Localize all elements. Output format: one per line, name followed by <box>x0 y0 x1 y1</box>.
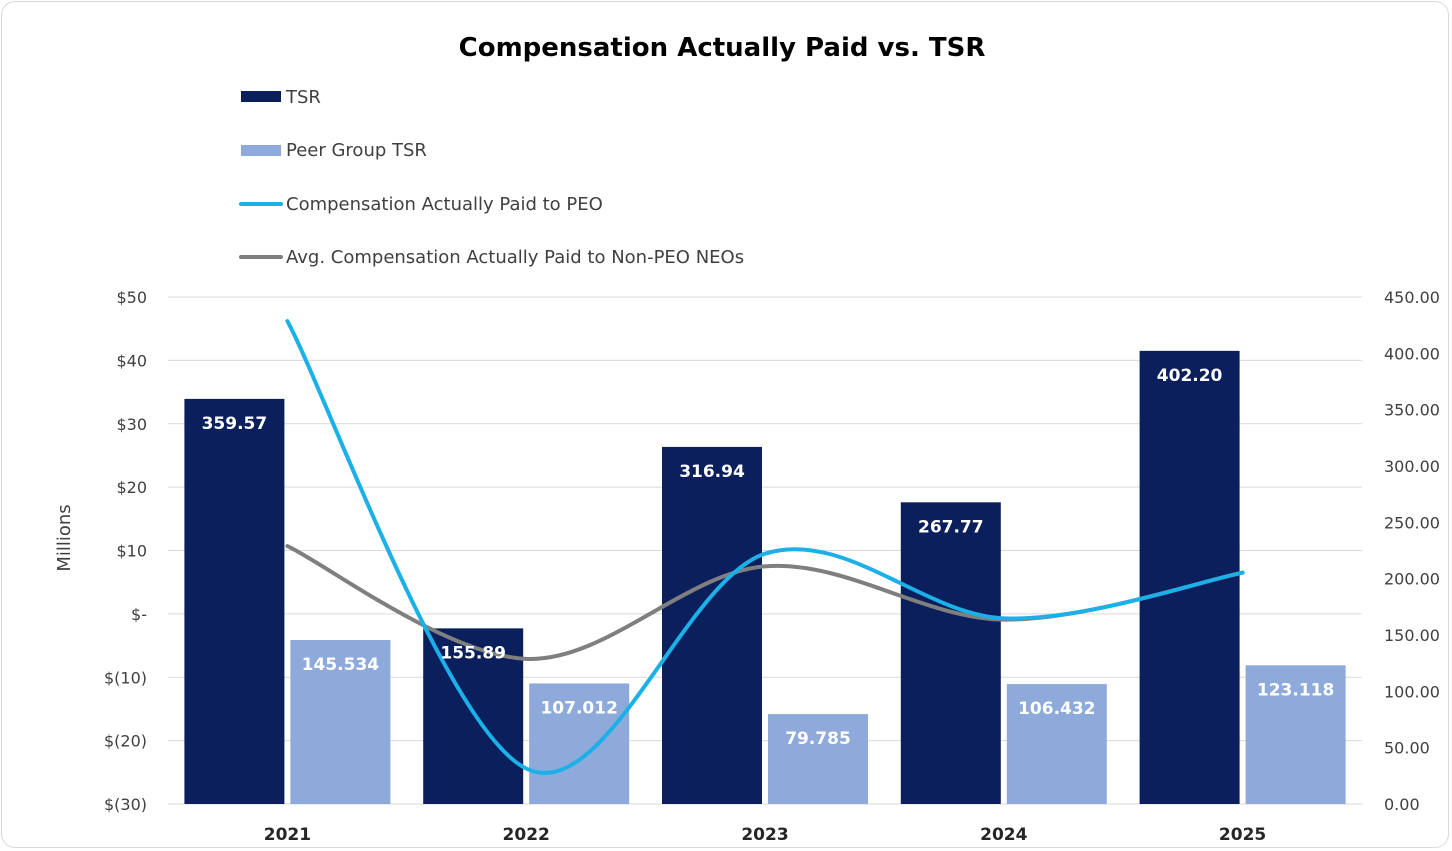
data-label-tsr: 359.57 <box>202 414 268 434</box>
category-label: 2022 <box>503 825 550 845</box>
y-axis-left-label: Millions <box>54 504 75 571</box>
right-axis-tick-label: 200.00 <box>1384 570 1440 589</box>
bar-peer-group-tsr <box>290 640 391 804</box>
right-axis-tick-label: 100.00 <box>1384 682 1440 701</box>
bar-tsr <box>184 398 285 804</box>
data-label-peer-group-tsr: 79.785 <box>785 729 851 749</box>
legend-swatch-tsr <box>241 91 281 102</box>
left-axis-tick-label: $(10) <box>104 668 147 687</box>
bar-data-labels: 359.57 145.534 155.89 107.012 316.94 79.785 26… <box>202 366 1335 749</box>
left-axis-tick-label: $(30) <box>104 795 147 814</box>
line-cap-peo <box>285 319 1245 775</box>
left-axis-tick-label: $50 <box>116 288 147 307</box>
bar-peer-group-tsr <box>1006 684 1107 804</box>
left-axis-tick-label: $10 <box>116 542 147 561</box>
left-axis-tick-label: $- <box>131 605 147 624</box>
right-axis-tick-label: 450.00 <box>1384 288 1440 307</box>
legend-label-cap-peo: Compensation Actually Paid to PEO <box>286 194 603 215</box>
category-label: 2025 <box>1219 825 1266 845</box>
data-label-peer-group-tsr: 123.118 <box>1257 680 1334 700</box>
left-axis-ticks: $(30) $(20) $(10) $- $10 $20 $30 $40 $50 <box>104 288 147 814</box>
legend-label-tsr: TSR <box>285 87 321 108</box>
right-axis-tick-label: 150.00 <box>1384 626 1440 645</box>
legend-label-cap-non-peo: Avg. Compensation Actually Paid to Non-P… <box>286 247 744 268</box>
bar-peer-group-tsr <box>768 714 868 804</box>
chart-title: Compensation Actually Paid vs. TSR <box>459 33 986 63</box>
data-label-tsr: 267.77 <box>918 517 984 537</box>
right-axis-tick-label: 0.00 <box>1384 795 1420 814</box>
legend: TSR Peer Group TSR Compensation Actually… <box>239 87 744 268</box>
bar-tsr <box>900 502 1001 804</box>
category-label: 2024 <box>980 825 1027 845</box>
bar-tsr <box>662 446 762 804</box>
right-axis-ticks: 0.00 50.00 100.00 150.00 200.00 250.00 300.00 3… <box>1384 288 1440 814</box>
data-label-peer-group-tsr: 106.432 <box>1018 699 1095 719</box>
bar-peer-group-tsr <box>1245 665 1346 804</box>
data-label-tsr: 316.94 <box>679 462 745 482</box>
right-axis-tick-label: 400.00 <box>1384 344 1440 363</box>
bars <box>184 350 1346 804</box>
left-axis-tick-label: $20 <box>116 478 147 497</box>
category-axis: 2021 2022 2023 2024 2025 <box>264 825 1267 845</box>
bar-peer-group-tsr <box>529 683 630 804</box>
left-axis-tick-label: $40 <box>116 351 147 370</box>
right-axis-tick-label: 250.00 <box>1384 513 1440 532</box>
series-lines <box>285 319 1245 775</box>
right-axis-tick-label: 50.00 <box>1384 739 1430 758</box>
data-label-peer-group-tsr: 145.534 <box>302 655 380 675</box>
right-axis-tick-label: 350.00 <box>1384 401 1440 420</box>
left-axis-tick-label: $30 <box>116 415 147 434</box>
data-label-peer-group-tsr: 107.012 <box>540 698 617 718</box>
data-label-tsr: 402.20 <box>1157 366 1223 386</box>
category-label: 2023 <box>741 825 788 845</box>
data-label-tsr: 155.89 <box>440 643 506 663</box>
left-axis-tick-label: $(20) <box>104 732 147 751</box>
category-label: 2021 <box>264 825 311 845</box>
legend-swatch-peer-group-tsr <box>241 145 281 156</box>
legend-label-peer-group-tsr: Peer Group TSR <box>286 140 427 161</box>
right-axis-tick-label: 300.00 <box>1384 457 1440 476</box>
